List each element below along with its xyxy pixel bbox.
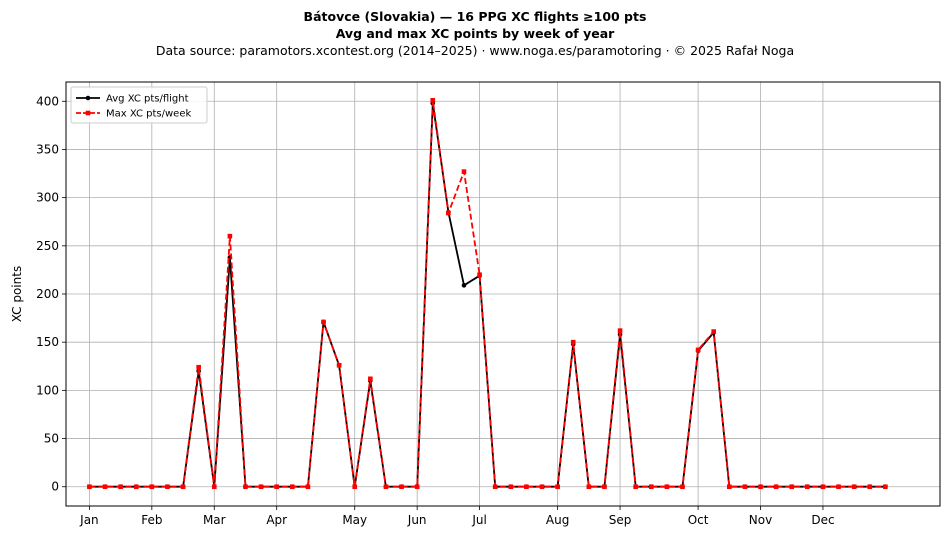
data-point-max xyxy=(165,484,170,490)
legend-swatch-marker xyxy=(85,110,91,116)
chart-source-line: Data source: paramotors.xcontest.org (20… xyxy=(155,43,795,58)
data-point-max xyxy=(118,484,123,490)
data-point-max xyxy=(773,484,779,490)
data-point-max xyxy=(477,272,482,278)
data-point-max xyxy=(430,98,436,103)
series-layer xyxy=(87,98,888,490)
data-point-max xyxy=(102,484,108,490)
data-point-max xyxy=(680,484,685,490)
chart-titles: Bátovce (Slovakia) — 16 PPG XC flights ≥… xyxy=(0,8,950,60)
x-tick-label: Sep xyxy=(609,513,632,527)
series-line-max xyxy=(89,99,886,488)
data-point-max xyxy=(524,484,529,490)
data-point-max xyxy=(180,484,186,490)
data-point-max xyxy=(149,484,155,490)
data-point-max xyxy=(446,210,451,216)
y-tick-label: 100 xyxy=(36,383,59,397)
y-tick-label: 0 xyxy=(51,480,59,494)
data-point-max xyxy=(867,484,873,490)
data-point-max xyxy=(290,484,295,490)
y-tick-label: 200 xyxy=(36,287,59,301)
legend: Avg XC pts/flight Max XC pts/week xyxy=(70,86,208,124)
data-point-max xyxy=(461,169,467,174)
data-point-max xyxy=(368,376,373,382)
data-point-max xyxy=(274,484,279,490)
data-point-max xyxy=(805,484,810,490)
data-point-max xyxy=(321,319,326,325)
data-point-max xyxy=(211,484,217,490)
x-tick-label: Oct xyxy=(688,513,709,527)
data-point-max xyxy=(508,484,514,490)
data-point-max xyxy=(758,484,763,490)
data-point-max xyxy=(711,329,716,334)
x-tick-label: Mar xyxy=(203,513,226,527)
data-point-max xyxy=(648,484,654,490)
data-point-avg xyxy=(461,283,467,288)
data-point-max xyxy=(414,484,420,490)
data-point-max xyxy=(820,484,826,490)
data-point-max xyxy=(492,484,498,490)
x-tick-label: Apr xyxy=(266,513,287,527)
data-point-max xyxy=(664,484,670,490)
chart-title: Bátovce (Slovakia) — 16 PPG XC flights ≥… xyxy=(303,9,647,24)
data-point-max xyxy=(570,339,576,345)
y-tick-label: 350 xyxy=(36,142,59,156)
y-tick-label: 400 xyxy=(36,94,59,108)
data-point-max xyxy=(87,484,92,490)
data-point-max xyxy=(727,484,732,490)
x-tick-label: Nov xyxy=(749,513,772,527)
legend-box xyxy=(70,86,208,124)
data-point-max xyxy=(602,484,607,490)
data-point-max xyxy=(305,484,311,490)
data-point-max xyxy=(617,328,623,333)
series-line-avg xyxy=(89,102,886,488)
data-point-max xyxy=(555,484,560,490)
data-point-max xyxy=(742,484,748,490)
legend-label: Avg XC pts/flight xyxy=(106,94,189,105)
y-tick-label: 250 xyxy=(36,239,59,253)
grid-lines xyxy=(66,82,940,506)
data-point-max xyxy=(789,484,795,490)
chart-subtitle: Avg and max XC points by week of year xyxy=(335,26,615,41)
legend-swatch-marker xyxy=(85,95,91,101)
y-axis-label: XC points xyxy=(10,266,24,322)
data-point-max xyxy=(586,484,592,490)
x-tick-label: May xyxy=(342,513,367,527)
data-point-max xyxy=(539,484,545,490)
data-point-max xyxy=(352,484,358,490)
x-tick-label: Feb xyxy=(141,513,162,527)
x-tick-label: Jan xyxy=(79,513,99,527)
data-point-max xyxy=(399,484,404,490)
data-point-max xyxy=(851,484,857,490)
axes: Jan Feb Mar Apr May Jun Jul Aug Sep Oct Nov Dec 0 50 1… xyxy=(36,94,834,527)
x-tick-label: Jul xyxy=(471,513,486,527)
data-point-max xyxy=(383,484,389,490)
legend-label: Max XC pts/week xyxy=(106,109,191,120)
data-point-max xyxy=(227,233,233,239)
x-tick-label: Dec xyxy=(811,513,834,527)
x-tick-label: Jun xyxy=(407,513,427,527)
y-tick-label: 50 xyxy=(44,432,59,446)
y-tick-label: 300 xyxy=(36,191,59,205)
data-point-max xyxy=(258,484,264,490)
data-point-max xyxy=(695,347,701,353)
data-point-max xyxy=(133,484,139,490)
x-tick-label: Aug xyxy=(546,513,569,527)
y-tick-label: 150 xyxy=(36,335,59,349)
data-point-max xyxy=(196,364,201,370)
data-point-max xyxy=(883,484,888,490)
data-point-max xyxy=(336,363,342,368)
data-point-max xyxy=(836,484,841,490)
data-point-max xyxy=(243,484,248,490)
data-point-max xyxy=(633,484,638,490)
